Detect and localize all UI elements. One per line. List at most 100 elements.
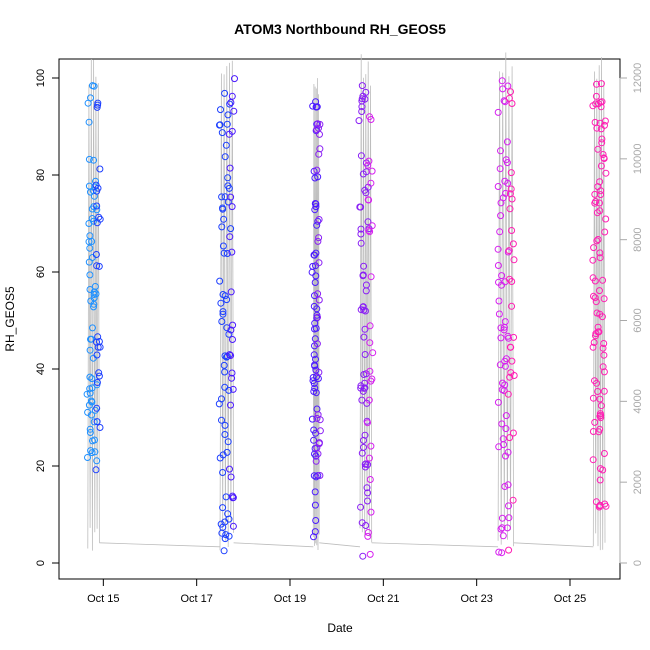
data-point [589, 456, 597, 464]
data-point [600, 387, 608, 395]
data-point [365, 454, 373, 462]
data-point [227, 193, 235, 201]
data-point [360, 443, 367, 451]
data-point [223, 352, 231, 360]
data-point [366, 339, 374, 347]
data-point [597, 402, 605, 410]
data-point [90, 418, 98, 426]
data-point [368, 375, 376, 383]
data-point [593, 80, 600, 88]
data-point [600, 450, 608, 457]
data-point [503, 524, 511, 532]
data-point [225, 386, 233, 394]
data-point [590, 292, 597, 300]
data-point [88, 238, 96, 245]
data-point [590, 339, 598, 346]
data-point [308, 415, 316, 423]
data-point [597, 411, 605, 419]
data-point [314, 290, 322, 298]
data-point [358, 82, 366, 90]
data-point [218, 529, 226, 537]
data-point [597, 162, 605, 170]
data-point [602, 169, 610, 177]
data-point [85, 155, 93, 163]
data-point [600, 351, 608, 359]
data-point [504, 390, 512, 398]
altitude-track [312, 78, 320, 551]
data-point [228, 374, 236, 382]
data-point [315, 259, 323, 267]
data-point [367, 116, 375, 123]
data-point [508, 278, 516, 285]
data-point [91, 448, 99, 456]
data-point [597, 191, 605, 199]
data-point [88, 375, 96, 383]
data-point [94, 99, 102, 107]
data-point [91, 183, 99, 191]
data-point [365, 396, 373, 404]
data-point [504, 248, 512, 256]
data-point [508, 357, 516, 365]
data-point [497, 525, 505, 533]
altitude-track [219, 60, 235, 551]
data-point [364, 497, 371, 505]
data-point [312, 324, 320, 332]
data-point [505, 334, 512, 342]
data-point [315, 216, 323, 223]
data-point [93, 404, 101, 412]
data-point [497, 147, 504, 155]
data-point [593, 379, 600, 387]
data-point [90, 303, 97, 311]
y-tick-label: 80 [35, 169, 47, 181]
data-point [593, 237, 601, 245]
data-point [83, 390, 91, 398]
data-point [596, 178, 604, 186]
data-point [506, 275, 513, 283]
data-point [494, 108, 502, 116]
data-point [504, 481, 512, 489]
data-point [497, 334, 505, 342]
data-point [87, 94, 94, 102]
data-point [501, 362, 509, 370]
data-point [314, 313, 321, 321]
data-point [229, 385, 237, 393]
y-axis-left: 0 20 40 60 80 100 [35, 69, 60, 566]
data-point [499, 379, 506, 387]
data-point [313, 305, 321, 313]
data-point [95, 262, 103, 270]
altitude-connector [513, 542, 594, 548]
data-point [504, 179, 512, 187]
data-point [505, 502, 512, 510]
data-point [217, 106, 224, 114]
data-point [316, 416, 324, 424]
data-point [367, 508, 375, 516]
data-point [508, 302, 516, 310]
data-point [223, 448, 231, 456]
data-point [229, 494, 237, 502]
data-point [361, 325, 369, 333]
data-point [507, 169, 515, 177]
data-point [311, 488, 319, 496]
altitude-connector [233, 542, 314, 548]
data-point [506, 434, 514, 442]
data-point [218, 193, 226, 201]
data-point [223, 250, 231, 257]
data-point [505, 514, 513, 522]
data-point [508, 100, 516, 107]
data-point [308, 268, 316, 276]
data-point [93, 103, 101, 111]
data-point [596, 254, 604, 262]
data-point [360, 333, 368, 341]
data-point [226, 351, 234, 359]
data-point [88, 384, 96, 392]
data-point [359, 387, 367, 395]
data-point [311, 501, 319, 509]
data-point [314, 237, 322, 245]
data-point [91, 406, 99, 414]
data-point [313, 414, 321, 422]
data-point [93, 457, 101, 465]
data-point [592, 198, 600, 205]
data-point [591, 294, 599, 302]
data-point [591, 277, 599, 285]
y-tick-label: 100 [35, 69, 47, 87]
